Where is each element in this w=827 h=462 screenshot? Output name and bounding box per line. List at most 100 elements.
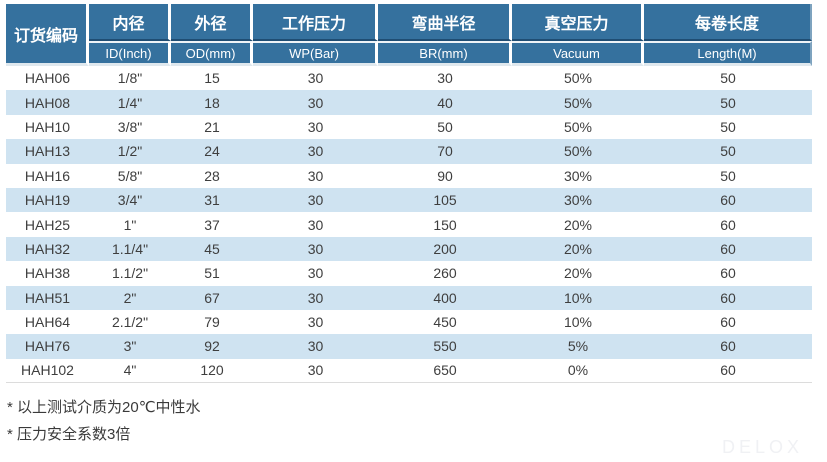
column-header-roll-length-cn: 每卷长度 <box>644 4 812 41</box>
spec-cell: 45 <box>171 236 253 262</box>
spec-cell: 1.1/2" <box>89 261 171 286</box>
spec-cell: 15 <box>171 66 253 91</box>
column-header-roll-length-en: Length(M) <box>644 41 812 66</box>
table-body: HAH06 1/8" 15 30 30 50% 50 HAH08 1/4" 18 30 40 50% 50… <box>6 66 812 384</box>
footnotes: * 以上测试介质为20℃中性水 * 压力安全系数3倍 <box>7 394 827 448</box>
spec-cell: 67 <box>171 285 253 310</box>
spec-cell: 50% <box>512 90 644 115</box>
spec-cell: 2.1/2" <box>89 309 171 335</box>
spec-cell: 150 <box>378 212 512 237</box>
spec-cell: 30 <box>253 90 378 115</box>
table-header: 订货编码 内径 外径 工作压力 弯曲半径 真空压力 每卷长度 ID(Inch) … <box>6 4 812 66</box>
spec-cell: 30 <box>253 236 378 262</box>
spec-cell: 60 <box>644 285 812 310</box>
spec-cell: 30% <box>512 187 644 213</box>
header-row-en: ID(Inch) OD(mm) WP(Bar) BR(mm) Vacuum Le… <box>6 41 812 66</box>
footnote-test-medium: * 以上测试介质为20℃中性水 <box>7 399 201 417</box>
column-header-working-pressure-cn: 工作压力 <box>253 4 378 41</box>
spec-cell: 0% <box>512 358 644 384</box>
spec-cell: 200 <box>378 236 512 262</box>
spec-cell: 4" <box>89 358 171 384</box>
spec-cell: 260 <box>378 261 512 286</box>
spec-cell: 20% <box>512 261 644 286</box>
column-header-outer-diameter-en: OD(mm) <box>171 41 253 66</box>
column-header-bend-radius-cn: 弯曲半径 <box>378 4 512 41</box>
spec-cell: 60 <box>644 187 812 213</box>
column-header-order-code: 订货编码 <box>6 4 89 66</box>
table-row: HAH51 2" 67 30 400 10% 60 <box>6 285 812 310</box>
column-header-inner-diameter-cn: 内径 <box>89 4 171 41</box>
spec-cell: 10% <box>512 309 644 335</box>
table-row: HAH16 5/8" 28 30 90 30% 50 <box>6 163 812 188</box>
spec-cell: 79 <box>171 309 253 335</box>
spec-cell: 50% <box>512 114 644 140</box>
spec-cell: 50 <box>644 114 812 140</box>
order-code-cell: HAH76 <box>6 334 89 359</box>
spec-cell: 2" <box>89 285 171 310</box>
column-header-inner-diameter-en: ID(Inch) <box>89 41 171 66</box>
spec-cell: 37 <box>171 212 253 237</box>
spec-cell: 50% <box>512 66 644 91</box>
table-row: HAH13 1/2" 24 30 70 50% 50 <box>6 139 812 164</box>
spec-cell: 28 <box>171 163 253 188</box>
table-row: HAH10 3/8" 21 30 50 50% 50 <box>6 114 812 140</box>
spec-cell: 51 <box>171 261 253 286</box>
table-row: HAH102 4" 120 30 650 0% 60 <box>6 358 812 384</box>
spec-cell: 30 <box>253 358 378 384</box>
spec-cell: 30 <box>253 66 378 91</box>
column-header-working-pressure-en: WP(Bar) <box>253 41 378 66</box>
spec-cell: 5% <box>512 334 644 359</box>
table-row: HAH76 3" 92 30 550 5% 60 <box>6 334 812 359</box>
spec-cell: 30 <box>253 261 378 286</box>
order-code-cell: HAH19 <box>6 187 89 213</box>
spec-cell: 50 <box>644 139 812 164</box>
order-code-cell: HAH13 <box>6 139 89 164</box>
spec-cell: 550 <box>378 334 512 359</box>
spec-cell: 24 <box>171 139 253 164</box>
column-header-vacuum-en: Vacuum <box>512 41 644 66</box>
spec-cell: 10% <box>512 285 644 310</box>
spec-cell: 40 <box>378 90 512 115</box>
spec-cell: 20% <box>512 212 644 237</box>
spec-cell: 3/4" <box>89 187 171 213</box>
spec-cell: 92 <box>171 334 253 359</box>
spec-cell: 1.1/4" <box>89 236 171 262</box>
spec-cell: 50 <box>644 90 812 115</box>
table-row: HAH19 3/4" 31 30 105 30% 60 <box>6 187 812 213</box>
order-code-cell: HAH25 <box>6 212 89 237</box>
spec-cell: 1" <box>89 212 171 237</box>
table-row: HAH38 1.1/2" 51 30 260 20% 60 <box>6 261 812 286</box>
order-code-cell: HAH102 <box>6 358 89 384</box>
order-code-cell: HAH10 <box>6 114 89 140</box>
spec-cell: 450 <box>378 309 512 335</box>
spec-cell: 1/4" <box>89 90 171 115</box>
spec-cell: 90 <box>378 163 512 188</box>
hose-spec-table: 订货编码 内径 外径 工作压力 弯曲半径 真空压力 每卷长度 ID(Inch) … <box>6 4 812 384</box>
spec-cell: 30 <box>253 285 378 310</box>
spec-cell: 30 <box>253 309 378 335</box>
table-row: HAH08 1/4" 18 30 40 50% 50 <box>6 90 812 115</box>
spec-cell: 30 <box>253 212 378 237</box>
spec-cell: 30 <box>378 66 512 91</box>
spec-cell: 650 <box>378 358 512 384</box>
spec-cell: 30 <box>253 139 378 164</box>
header-row-cn: 订货编码 内径 外径 工作压力 弯曲半径 真空压力 每卷长度 <box>6 4 812 66</box>
spec-cell: 400 <box>378 285 512 310</box>
delox-watermark: DELOX <box>721 437 803 457</box>
spec-cell: 1/2" <box>89 139 171 164</box>
spec-cell: 60 <box>644 309 812 335</box>
spec-cell: 50 <box>644 163 812 188</box>
spec-cell: 5/8" <box>89 163 171 188</box>
spec-cell: 1/8" <box>89 66 171 91</box>
order-code-cell: HAH06 <box>6 66 89 91</box>
spec-cell: 21 <box>171 114 253 140</box>
table-row: HAH06 1/8" 15 30 30 50% 50 <box>6 66 812 91</box>
spec-cell: 31 <box>171 187 253 213</box>
column-header-vacuum-cn: 真空压力 <box>512 4 644 41</box>
spec-cell: 30 <box>253 187 378 213</box>
spec-cell: 50 <box>378 114 512 140</box>
table-row: HAH25 1" 37 30 150 20% 60 <box>6 212 812 237</box>
spec-cell: 60 <box>644 261 812 286</box>
spec-cell: 60 <box>644 334 812 359</box>
